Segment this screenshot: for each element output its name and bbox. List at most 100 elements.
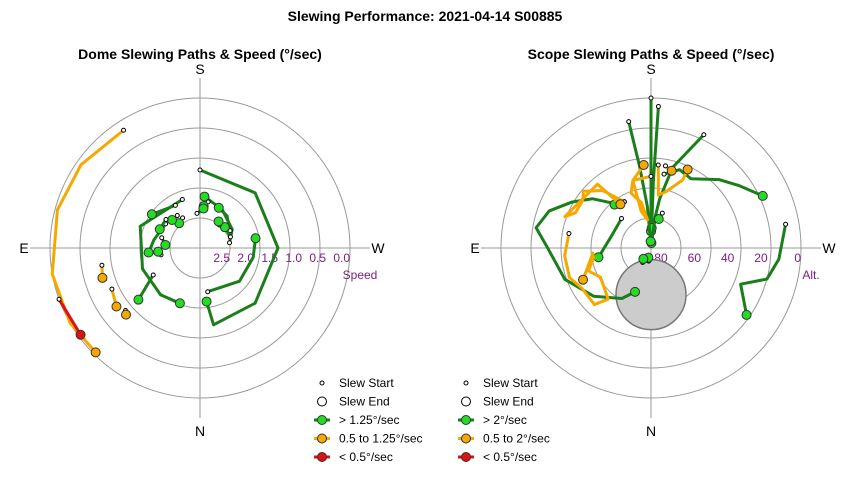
direction-label-bottom: N (195, 423, 205, 439)
radial-tick-label: 60 (688, 251, 702, 265)
legend-end-symbol (317, 396, 327, 407)
slew-path-medium (563, 232, 610, 307)
legend-slow-marker (317, 452, 327, 462)
radial-tick-label: 0 (794, 251, 801, 265)
slew-path-slow (57, 297, 83, 337)
direction-label-top: S (195, 61, 204, 77)
slew-start-marker (655, 162, 661, 168)
slew-start-marker (661, 171, 667, 177)
slew-start-marker (648, 173, 654, 179)
direction-label-left: E (19, 240, 28, 256)
legend-slow-marker (461, 452, 471, 462)
slew-start-marker (619, 216, 625, 222)
page-title: Slewing Performance: 2021-04-14 S00885 (287, 8, 563, 24)
radial-axis-label: Alt. (802, 268, 819, 282)
legend-fast-marker (317, 415, 327, 425)
slew-end-marker (133, 294, 144, 305)
dome-legend: Slew Start Slew End > 1.25°/sec 0.5 to 1.25… (314, 376, 423, 464)
slew-end-marker (97, 272, 108, 283)
slew-end-marker (154, 224, 165, 235)
slew-start-marker (194, 210, 200, 216)
slew-end-marker (174, 298, 185, 309)
slew-end-marker (741, 309, 752, 320)
radial-tick-label: 0.5 (309, 251, 326, 265)
slew-start-marker (566, 231, 572, 237)
slew-path-medium (563, 182, 626, 219)
legend-label: Slew Start (339, 376, 394, 390)
legend-label: Slew Start (483, 376, 538, 390)
radial-tick-label: 1.0 (285, 251, 302, 265)
slew-end-marker (630, 286, 641, 297)
dome-chart-title: Dome Slewing Paths & Speed (°/sec) (78, 46, 322, 62)
slew-end-marker (75, 329, 86, 340)
legend-label: > 1.25°/sec (339, 413, 400, 427)
slew-end-marker (615, 199, 626, 210)
slew-end-marker (250, 233, 261, 244)
slew-start-marker (655, 104, 661, 110)
legend-label: > 2°/sec (483, 413, 527, 427)
legend-label: Slew End (483, 395, 534, 409)
slew-end-marker (146, 209, 157, 220)
slew-end-marker (666, 165, 677, 176)
slew-path-fast (206, 236, 258, 294)
slew-start-marker (197, 167, 203, 173)
slew-end-marker (638, 159, 649, 170)
slew-start-marker (121, 127, 127, 133)
slew-end-marker (111, 301, 122, 312)
slew-start-marker (99, 262, 105, 268)
slew-end-marker (645, 236, 656, 247)
slew-start-marker (659, 210, 665, 216)
slew-start-marker (662, 163, 668, 169)
slew-end-marker (638, 253, 649, 264)
radial-tick-label: 0.0 (333, 251, 350, 265)
slew-start-marker (701, 132, 707, 138)
legend-label: 0.5 to 2°/sec (483, 432, 550, 446)
slew-start-marker (159, 235, 165, 241)
legend-start-symbol (319, 380, 325, 386)
slew-path-medium (629, 163, 653, 222)
slew-end-marker (90, 347, 101, 358)
slew-path-fast (650, 105, 660, 230)
slew-path-fast (739, 222, 788, 317)
slew-path-fast (627, 120, 653, 243)
radial-axis-label: Speed (343, 268, 378, 282)
legend-start-symbol (463, 380, 469, 386)
scope-chart-title: Scope Slewing Paths & Speed (°/sec) (528, 46, 775, 62)
legend-medium-marker (317, 433, 327, 444)
slew-start-marker (205, 289, 211, 295)
slew-start-marker (56, 296, 62, 302)
slew-end-marker (201, 296, 212, 307)
legend-label: < 0.5°/sec (483, 450, 537, 464)
slew-start-marker (783, 221, 789, 227)
slew-end-marker (153, 246, 164, 257)
slew-start-marker (179, 197, 185, 203)
slew-start-marker (227, 240, 233, 246)
slew-end-marker (578, 274, 589, 285)
slew-start-marker (648, 95, 654, 101)
radial-tick-label: 2.5 (213, 251, 230, 265)
slew-start-marker (109, 286, 115, 292)
slew-end-marker (653, 214, 664, 225)
slew-start-marker (174, 213, 180, 219)
slew-end-marker (213, 202, 224, 213)
slew-path-fast (649, 133, 706, 245)
slew-start-marker (626, 119, 632, 125)
slew-end-marker (199, 191, 210, 202)
legend-label: 0.5 to 1.25°/sec (339, 432, 423, 446)
slew-path-medium (50, 128, 126, 354)
slew-path-medium (656, 163, 690, 197)
legend-end-symbol (461, 396, 471, 407)
legend-medium-marker (461, 433, 471, 444)
slew-end-marker (593, 252, 604, 263)
slew-end-marker (213, 216, 224, 227)
slew-end-marker (757, 190, 768, 201)
slew-start-marker (163, 216, 169, 222)
slew-path-fast (662, 168, 765, 198)
legend-fast-marker (461, 415, 471, 425)
slew-end-marker (682, 164, 693, 175)
radial-tick-label: 20 (754, 251, 768, 265)
slew-end-marker (198, 203, 209, 214)
